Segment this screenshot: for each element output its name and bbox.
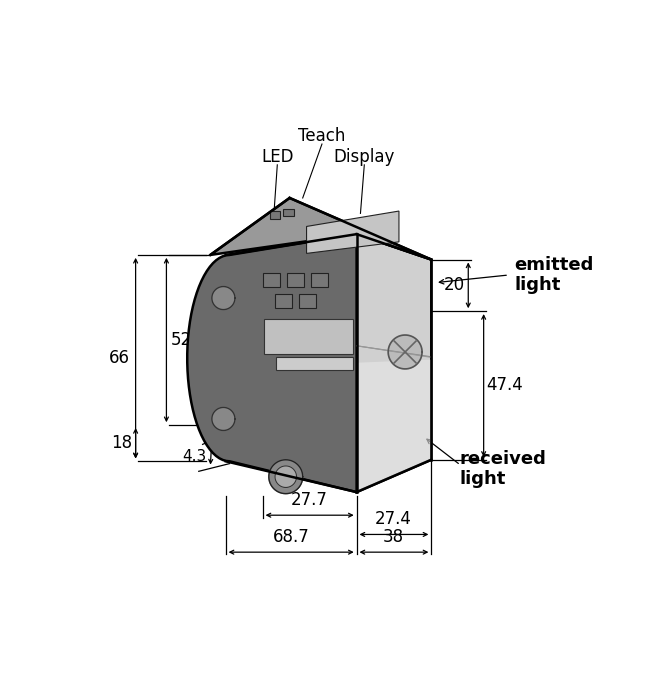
Polygon shape — [263, 274, 280, 287]
Polygon shape — [269, 460, 303, 494]
Text: 68.7: 68.7 — [273, 528, 310, 546]
Text: LED: LED — [261, 148, 294, 166]
Text: 52.6: 52.6 — [170, 331, 207, 349]
Text: 38: 38 — [383, 528, 404, 546]
Polygon shape — [287, 274, 304, 287]
Text: 27.4: 27.4 — [375, 510, 412, 528]
Polygon shape — [210, 198, 431, 260]
Polygon shape — [212, 407, 235, 430]
Polygon shape — [212, 286, 235, 309]
Polygon shape — [299, 294, 316, 308]
Polygon shape — [275, 466, 296, 487]
Text: 4.3: 4.3 — [182, 449, 206, 464]
Polygon shape — [357, 360, 431, 492]
Text: received
light: received light — [459, 449, 546, 489]
Polygon shape — [264, 318, 353, 354]
Polygon shape — [306, 211, 399, 253]
Text: 18: 18 — [110, 434, 132, 452]
Text: Teach: Teach — [298, 127, 345, 146]
Polygon shape — [357, 234, 431, 492]
Polygon shape — [187, 234, 357, 492]
Polygon shape — [270, 211, 280, 218]
Polygon shape — [311, 274, 328, 287]
Polygon shape — [275, 294, 292, 308]
Text: emitted
light: emitted light — [515, 256, 594, 295]
Polygon shape — [276, 357, 353, 370]
Text: Display: Display — [334, 148, 395, 166]
Text: 27.7: 27.7 — [291, 491, 328, 509]
Polygon shape — [283, 209, 295, 216]
Polygon shape — [388, 335, 422, 369]
Text: 20: 20 — [444, 276, 465, 295]
Text: 47.4: 47.4 — [486, 377, 524, 395]
Text: 66: 66 — [108, 349, 129, 367]
